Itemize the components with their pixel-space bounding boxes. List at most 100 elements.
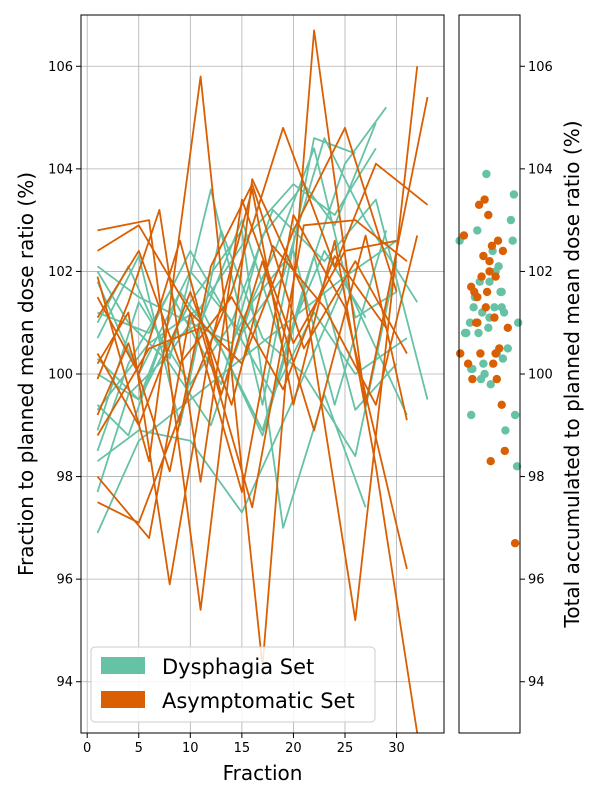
asymptomatic-scatter-point bbox=[485, 267, 494, 276]
dysphagia-series-line bbox=[97, 255, 398, 437]
asymptomatic-series-line bbox=[96, 198, 397, 483]
right-y-tick-label: 106 bbox=[528, 60, 553, 75]
dysphagia-series-line bbox=[96, 280, 408, 514]
asymptomatic-series-line bbox=[97, 126, 429, 524]
asymptomatic-series-line bbox=[96, 234, 408, 432]
x-tick-label: 25 bbox=[337, 741, 354, 756]
dysphagia-scatter-point bbox=[490, 303, 499, 312]
asymptomatic-scatter-point bbox=[510, 539, 520, 548]
dysphagia-scatter-point bbox=[473, 226, 482, 235]
dysphagia-scatter-point bbox=[465, 318, 475, 327]
right-y-tick-label: 94 bbox=[528, 675, 545, 690]
dysphagia-series-line bbox=[96, 229, 398, 458]
x-axis-ticks: 0 5 10 15 20 25 30 bbox=[83, 733, 405, 756]
dysphagia-scatter-point bbox=[479, 359, 488, 368]
legend: Dysphagia Set Asymptomatic Set bbox=[90, 646, 376, 723]
right-y-tick-label: 100 bbox=[528, 368, 553, 383]
x-tick-label: 10 bbox=[182, 741, 199, 756]
asymptomatic-scatter-point bbox=[480, 195, 489, 204]
dysphagia-scatter-point bbox=[512, 462, 522, 471]
scatter-chart: 94 96 98 100 102 104 106 Total accumulated to … bbox=[455, 14, 584, 734]
series-lines bbox=[96, 29, 429, 734]
asymptomatic-scatter-point bbox=[487, 241, 497, 250]
x-tick-label: 20 bbox=[285, 741, 302, 756]
dysphagia-scatter-point bbox=[510, 410, 520, 420]
x-tick-label: 0 bbox=[83, 741, 91, 756]
y-tick-label: 96 bbox=[56, 573, 73, 588]
dysphagia-scatter-point bbox=[484, 323, 493, 332]
asymptomatic-scatter-point bbox=[497, 400, 506, 409]
asymptomatic-series-line bbox=[96, 249, 387, 391]
asymptomatic-series-line bbox=[96, 214, 408, 570]
asymptomatic-scatter-point bbox=[484, 210, 493, 220]
dysphagia-series-line bbox=[96, 147, 377, 493]
asymptomatic-scatter-point bbox=[456, 349, 465, 358]
right-y-tick-label: 96 bbox=[528, 573, 545, 588]
asymptomatic-scatter-point bbox=[474, 200, 484, 209]
legend-swatch-dysphagia bbox=[101, 657, 145, 674]
asymptomatic-scatter-point bbox=[498, 246, 508, 256]
asymptomatic-scatter-point bbox=[493, 236, 503, 245]
legend-label-asymptomatic: Asymptomatic Set bbox=[162, 689, 355, 713]
y-axis-label: Fraction to planned mean dose ratio (%) bbox=[14, 172, 38, 576]
asymptomatic-scatter-point bbox=[491, 349, 500, 358]
asymptomatic-scatter-point bbox=[492, 374, 501, 384]
asymptomatic-scatter-point bbox=[473, 292, 482, 302]
dysphagia-series-line bbox=[96, 198, 429, 431]
y-tick-label: 94 bbox=[56, 675, 73, 690]
dysphagia-scatter-point bbox=[469, 303, 478, 312]
dysphagia-series-line bbox=[96, 122, 377, 452]
asymptomatic-scatter-point bbox=[477, 272, 486, 281]
y-tick-label: 98 bbox=[56, 470, 73, 485]
x-tick-label: 30 bbox=[388, 741, 405, 756]
dysphagia-scatter-point bbox=[467, 410, 476, 420]
line-chart: 0 5 10 15 20 25 30 94 96 98 100 102 104 106 Fraction… bbox=[14, 14, 445, 785]
dysphagia-scatter-point bbox=[497, 287, 506, 297]
x-tick-label: 15 bbox=[234, 741, 251, 756]
asymptomatic-scatter-point bbox=[486, 457, 495, 466]
legend-box bbox=[90, 646, 376, 723]
right-y-tick-label: 102 bbox=[528, 265, 553, 280]
asymptomatic-series-line bbox=[96, 219, 408, 509]
y-tick-label: 102 bbox=[48, 265, 73, 280]
y-tick-label: 100 bbox=[48, 368, 73, 383]
x-axis-label: Fraction bbox=[223, 761, 303, 785]
dysphagia-scatter-point bbox=[482, 169, 491, 179]
dysphagia-scatter-point bbox=[485, 277, 494, 286]
right-y-axis-label: Total accumulated to planned mean dose r… bbox=[560, 121, 584, 629]
asymptomatic-scatter-point bbox=[489, 359, 498, 368]
dysphagia-scatter-point bbox=[501, 426, 510, 435]
dysphagia-scatter-point bbox=[498, 354, 508, 363]
y-tick-label: 106 bbox=[48, 60, 73, 75]
asymptomatic-scatter-point bbox=[500, 446, 509, 456]
asymptomatic-series-line bbox=[96, 188, 419, 734]
dysphagia-scatter-point bbox=[462, 328, 471, 338]
dysphagia-scatter-point bbox=[508, 236, 517, 245]
dysphagia-scatter-point bbox=[480, 369, 489, 379]
right-y-tick-label: 98 bbox=[528, 470, 545, 485]
asymptomatic-series-line bbox=[96, 183, 408, 473]
dysphagia-scatter-point bbox=[499, 308, 509, 317]
legend-label-dysphagia: Dysphagia Set bbox=[162, 655, 314, 679]
asymptomatic-scatter-point bbox=[485, 257, 494, 266]
asymptomatic-scatter-point bbox=[476, 349, 485, 358]
asymptomatic-scatter-point bbox=[459, 231, 469, 240]
dysphagia-scatter-point bbox=[486, 380, 495, 389]
asymptomatic-scatter-point bbox=[490, 313, 499, 322]
asymptomatic-scatter-point bbox=[491, 272, 500, 281]
y-tick-label: 104 bbox=[48, 162, 73, 177]
asymptomatic-scatter-point bbox=[481, 303, 490, 312]
dysphagia-scatter-point bbox=[506, 215, 516, 225]
asymptomatic-scatter-point bbox=[468, 374, 477, 384]
asymptomatic-scatter-point bbox=[479, 251, 488, 261]
side-plot-frame bbox=[458, 14, 521, 734]
y-axis-ticks: 94 96 98 100 102 104 106 bbox=[48, 60, 81, 690]
scatter-points bbox=[455, 169, 523, 548]
dysphagia-scatter-point bbox=[503, 344, 512, 353]
asymptomatic-series-line bbox=[97, 66, 419, 622]
asymptomatic-scatter-point bbox=[473, 318, 482, 327]
dysphagia-scatter-point bbox=[474, 328, 483, 338]
asymptomatic-scatter-point bbox=[463, 359, 473, 368]
dysphagia-scatter-point bbox=[514, 318, 523, 327]
legend-swatch-asymptomatic bbox=[101, 691, 145, 708]
